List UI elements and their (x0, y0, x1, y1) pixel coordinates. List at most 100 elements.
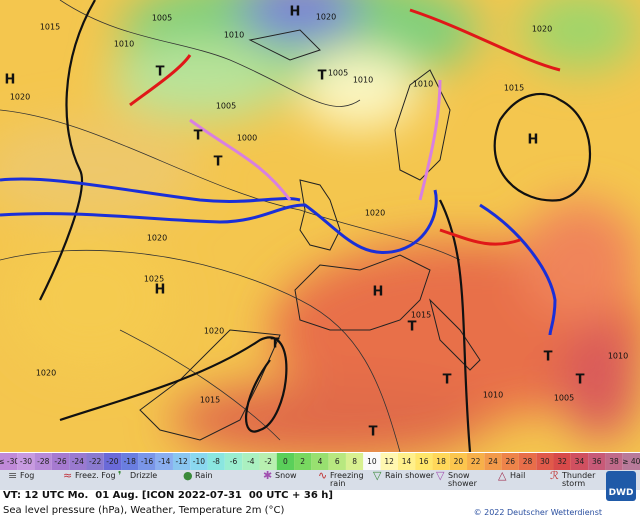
scale-cell (363, 453, 381, 470)
scale-label: -14 (158, 457, 170, 466)
scale-label: -22 (89, 457, 101, 466)
scale-cell (69, 453, 87, 470)
scale-cell (17, 453, 35, 470)
scale-label: 16 (419, 457, 429, 466)
legend-label: Fog (20, 471, 35, 480)
scale-label: ≤ -30 (0, 457, 19, 466)
scale-cell (155, 453, 173, 470)
scale-cell (501, 453, 519, 470)
isobar-label: 1005 (328, 69, 348, 78)
pressure-center: T (156, 65, 165, 80)
pressure-center: T (194, 129, 203, 144)
scale-label: -28 (37, 457, 49, 466)
legend-icon: ≈ (63, 469, 73, 482)
scale-label: 36 (592, 457, 602, 466)
pressure-center: H (528, 133, 539, 148)
scale-cell (0, 453, 18, 470)
scale-label: -20 (106, 457, 118, 466)
isobar-label: 1000 (237, 134, 257, 143)
scale-cell (311, 453, 329, 470)
scale-label: 28 (523, 457, 533, 466)
isobar-label: 1015 (200, 396, 220, 405)
scale-cell (536, 453, 554, 470)
isobar-label: 1020 (316, 13, 336, 22)
valid-time: VT: 12 UTC Mo. 01 Aug. [ICON 2022-07-31 … (3, 490, 333, 501)
scale-label: 14 (402, 457, 412, 466)
scale-label: -8 (212, 457, 220, 466)
isobar-label: 1025 (144, 275, 164, 284)
isobar-label: 1010 (114, 40, 134, 49)
pressure-center: H (290, 5, 301, 20)
legend-label: Rain (195, 471, 213, 480)
pressure-center: T (369, 425, 378, 440)
scale-cell (449, 453, 468, 470)
isobar-label: 1020 (204, 327, 224, 336)
scale-cell (622, 453, 640, 470)
scale-label: 32 (557, 457, 567, 466)
isobar-label: 1020 (36, 369, 56, 378)
scale-label: 12 (384, 457, 394, 466)
scale-cell (51, 453, 70, 470)
legend-label: Thunder storm (562, 471, 596, 488)
scale-cell (294, 453, 312, 470)
scale-cell (34, 453, 52, 470)
scale-label: 10 (367, 457, 377, 466)
scale-label: 38 (609, 457, 619, 466)
scale-label: 6 (335, 457, 340, 466)
isobar-label: 1010 (413, 80, 433, 89)
pressure-center: T (271, 337, 280, 352)
isobar-label: 1020 (365, 209, 385, 218)
isobar-label: 1020 (147, 234, 167, 243)
scale-label: -12 (175, 457, 187, 466)
scale-label: -24 (72, 457, 84, 466)
isobar-label: 1005 (554, 394, 574, 403)
legend-icon: ❜ (118, 469, 122, 482)
scale-cell (190, 453, 208, 470)
legend-icon: ≡ (8, 469, 18, 482)
scale-cell (432, 453, 450, 470)
pressure-center: T (544, 350, 553, 365)
scale-label: 26 (505, 457, 515, 466)
isobar-label: 1020 (532, 25, 552, 34)
scale-cell (86, 453, 104, 470)
legend-icon: ✱ (263, 469, 273, 482)
scale-label: 8 (352, 457, 357, 466)
isobar-label: 1010 (224, 31, 244, 40)
isobar-label: 1015 (504, 84, 524, 93)
scale-cell (242, 453, 260, 470)
scale-label: -4 (247, 457, 255, 466)
copyright: © 2022 Deutscher Wetterdienst (473, 508, 602, 517)
scale-cell (328, 453, 346, 470)
isobar-label: 1005 (216, 102, 236, 111)
isobar-label: 1010 (608, 352, 628, 361)
scale-label: 30 (540, 457, 550, 466)
legend-label: Rain shower (385, 471, 435, 480)
scale-label: -2 (264, 457, 272, 466)
legend-label: Freez. Fog (75, 471, 116, 480)
scale-label: 22 (471, 457, 481, 466)
legend-label: Drizzle (130, 471, 158, 480)
legend-icon: ▽ (373, 469, 382, 482)
pressure-center: T (214, 155, 223, 170)
scale-label: 34 (575, 457, 585, 466)
scale-cell (380, 453, 398, 470)
scale-cell (397, 453, 416, 470)
legend: ≡ Fog ≈ Freez. Fog ❜ Drizzle ● Rain ✱ Snow ∿ Freezi… (0, 470, 640, 490)
scale-label: -18 (124, 457, 136, 466)
legend-icon: ● (183, 469, 193, 482)
scale-cell (588, 453, 606, 470)
isobar-label: 1015 (411, 311, 431, 320)
scale-cell (570, 453, 589, 470)
scale-label: 0 (283, 457, 288, 466)
legend-icon: ℛ (550, 469, 559, 482)
scale-label: -26 (54, 457, 66, 466)
scale-label: 4 (318, 457, 323, 466)
legend-icon: △ (498, 469, 507, 482)
scale-cell (207, 453, 225, 470)
temperature-scale: ≤ -30 -30 -28 -26 -24 -22 -20 -18 -16 -14 -12 -10 -8… (0, 453, 640, 470)
legend-icon: ▽ (436, 469, 445, 482)
pressure-center: T (408, 320, 417, 335)
pressure-center: H (373, 285, 384, 300)
pressure-center: T (443, 373, 452, 388)
legend-icon: ∿ (318, 469, 328, 482)
